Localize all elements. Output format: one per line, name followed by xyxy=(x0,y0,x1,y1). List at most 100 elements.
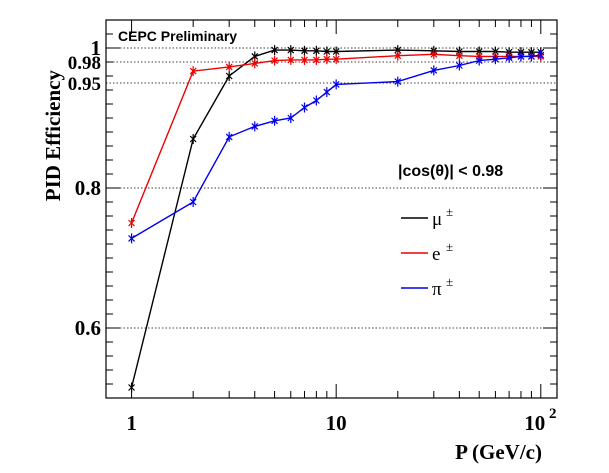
data-point xyxy=(301,54,308,65)
data-point xyxy=(271,115,279,126)
marker-stroke xyxy=(312,56,320,64)
marker-stroke xyxy=(491,55,499,63)
marker-stroke xyxy=(287,46,295,54)
marker-stroke xyxy=(301,104,308,111)
x-tick-label: 10 xyxy=(524,411,545,435)
data-point xyxy=(251,121,259,132)
marker-stroke xyxy=(251,59,259,67)
x-tick-label: 10 xyxy=(326,411,347,435)
data-point xyxy=(475,55,483,66)
marker-stroke xyxy=(332,55,340,63)
data-point xyxy=(251,58,259,69)
data-point xyxy=(301,102,308,113)
data-point xyxy=(455,60,463,71)
data-point xyxy=(517,51,525,62)
marker-stroke xyxy=(528,52,535,60)
grid-lines xyxy=(106,47,557,329)
marker-stroke xyxy=(455,62,463,69)
data-point xyxy=(323,87,331,98)
legend-label: e xyxy=(432,244,440,265)
data-point xyxy=(430,65,438,76)
plot-frame xyxy=(105,19,558,399)
data-point xyxy=(394,76,402,87)
marker-stroke xyxy=(301,56,308,64)
y-tick-label: 1 xyxy=(91,36,102,60)
data-point xyxy=(225,61,233,72)
legend-label-sup: ± xyxy=(446,204,453,219)
x-tick-label-exponent: 2 xyxy=(549,406,557,422)
cut-annotation: |cos(θ)| < 0.98 xyxy=(398,163,503,180)
marker-stroke xyxy=(394,78,402,86)
data-point xyxy=(301,45,308,56)
data-point xyxy=(128,218,135,228)
y-tick-label: 0.8 xyxy=(75,176,101,200)
marker-stroke xyxy=(128,234,135,242)
marker-stroke xyxy=(505,54,513,62)
legend-label: π xyxy=(432,279,442,300)
marker-stroke xyxy=(455,52,463,60)
marker-stroke xyxy=(332,48,340,55)
marker-stroke xyxy=(251,52,259,60)
data-point xyxy=(528,51,535,62)
y-tick-label: 0.6 xyxy=(75,316,101,340)
data-point xyxy=(312,95,320,106)
marker-stroke xyxy=(394,46,402,54)
marker-stroke xyxy=(189,198,197,206)
y-tick-label: 0.95 xyxy=(68,74,101,95)
data-point xyxy=(189,134,197,144)
marker-stroke xyxy=(271,57,279,65)
marker-stroke xyxy=(128,219,135,227)
data-point xyxy=(537,50,545,60)
marker-stroke xyxy=(225,72,233,80)
data-point xyxy=(189,197,197,207)
marker-stroke xyxy=(287,56,295,64)
series-layer xyxy=(128,45,545,393)
marker-stroke xyxy=(332,80,340,88)
marker-stroke xyxy=(394,52,402,60)
legend-entry: e ± xyxy=(401,239,453,265)
marker-stroke xyxy=(271,46,279,54)
data-point xyxy=(287,113,295,123)
legend-label: μ xyxy=(432,209,442,230)
marker-stroke xyxy=(323,55,331,63)
data-point xyxy=(128,233,135,244)
axis-ticks xyxy=(106,19,557,399)
legend: μ ±e ±π ± xyxy=(401,204,453,300)
marker-stroke xyxy=(430,50,438,58)
legend-entry: π ± xyxy=(401,274,453,300)
data-point xyxy=(430,49,438,60)
data-point xyxy=(312,54,320,65)
marker-stroke xyxy=(189,67,197,75)
data-point xyxy=(271,55,279,66)
marker-stroke xyxy=(323,48,331,55)
y-axis-label: PID Efficiency xyxy=(41,70,65,202)
marker-stroke xyxy=(517,52,525,60)
preliminary-label: CEPC Preliminary xyxy=(118,28,237,44)
marker-stroke xyxy=(312,97,320,104)
data-point xyxy=(491,54,499,65)
marker-stroke xyxy=(537,51,545,59)
tick-labels: 1 10 10 210.980.950.80.6 xyxy=(68,36,557,435)
data-point xyxy=(505,52,513,63)
marker-stroke xyxy=(225,133,233,141)
series-2 xyxy=(128,50,545,244)
legend-entry: μ ± xyxy=(401,204,453,230)
data-point xyxy=(332,54,340,65)
marker-stroke xyxy=(430,66,438,74)
legend-label-sup: ± xyxy=(446,239,453,254)
marker-stroke xyxy=(271,117,279,125)
marker-stroke xyxy=(287,114,295,122)
data-point xyxy=(312,45,320,56)
data-point xyxy=(287,54,295,65)
data-point xyxy=(455,50,463,61)
x-tick-label: 1 xyxy=(126,411,137,435)
data-point xyxy=(394,50,402,61)
data-point xyxy=(332,79,340,90)
marker-stroke xyxy=(475,57,483,65)
marker-stroke xyxy=(312,47,320,55)
data-point xyxy=(323,54,331,65)
marker-stroke xyxy=(323,88,331,96)
data-point xyxy=(225,71,233,81)
y-tick-label: 0.98 xyxy=(68,53,101,74)
